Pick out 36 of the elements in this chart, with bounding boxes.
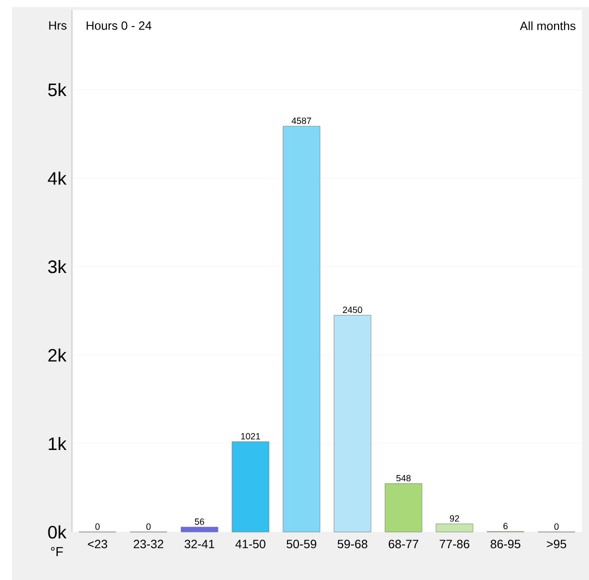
- y-tick-label: 5k: [48, 83, 67, 96]
- x-tick-label: 68-77: [388, 540, 418, 548]
- data-label: 1021: [241, 433, 260, 440]
- y-tick-label: 3k: [48, 260, 67, 274]
- bar: [232, 441, 270, 532]
- x-tick-label: 32-41: [184, 540, 214, 548]
- data-label: 0: [95, 523, 100, 530]
- y-tick-label: 0k: [48, 525, 67, 539]
- x-tick-label: 41-50: [235, 540, 266, 548]
- x-tick-label: <23: [88, 540, 108, 548]
- data-label: 6: [503, 522, 508, 530]
- x-tick-label: 77-86: [440, 540, 470, 548]
- data-label: 548: [396, 474, 411, 482]
- text: All months: [520, 21, 576, 30]
- y-tick-label: 1k: [48, 436, 67, 450]
- data-label: 56: [194, 518, 204, 525]
- bar: [384, 483, 422, 532]
- bar: [282, 126, 320, 532]
- x-tick-label: 23-32: [134, 540, 164, 548]
- bar: [180, 526, 218, 532]
- data-label: 0: [146, 523, 151, 530]
- y-tick-label: 4k: [48, 172, 67, 185]
- y-tick-label: 2k: [48, 348, 67, 362]
- data-label: 2450: [342, 306, 362, 314]
- x-axis-title: °F: [51, 547, 63, 556]
- x-tick-label: >95: [546, 540, 566, 548]
- data-label: 4587: [292, 118, 312, 124]
- x-tick-label: 50-59: [286, 540, 316, 548]
- x-tick-label: 86-95: [490, 540, 520, 548]
- y-axis-title: Hrs: [49, 21, 67, 30]
- bar: [436, 524, 474, 532]
- x-tick-label: 59-68: [338, 540, 368, 548]
- bar: [334, 315, 372, 532]
- text: Hours 0 - 24: [86, 21, 152, 30]
- data-label: 0: [554, 523, 559, 530]
- data-label: 92: [450, 515, 460, 522]
